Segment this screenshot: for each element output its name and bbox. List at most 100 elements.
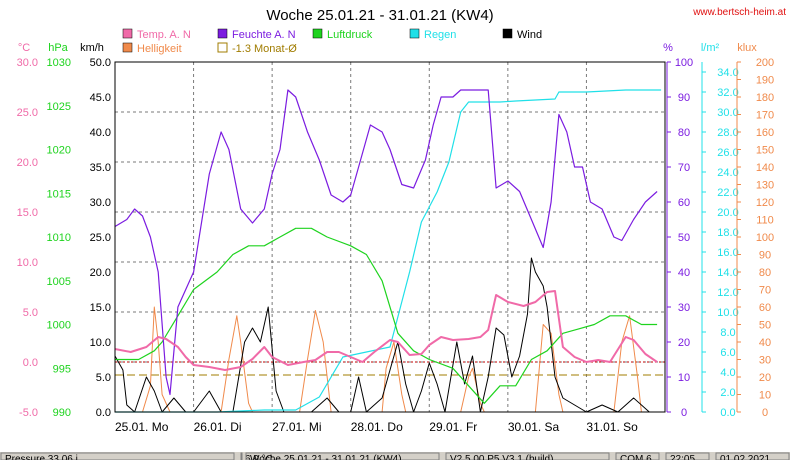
axis-tick-label-pressure: 1015 — [47, 188, 71, 200]
legend-swatch — [217, 28, 228, 39]
legend-swatch — [122, 28, 133, 39]
axis-tick-label-brightness: 170 — [756, 110, 774, 122]
axis-tick-label-humidity: 40 — [678, 267, 690, 279]
status-bar-background — [0, 452, 790, 460]
axis-tick-label-rain: 6.0 — [720, 347, 735, 359]
axis-tick-label-brightness: 50 — [759, 320, 771, 332]
axis-tick-label-pressure: 1030 — [47, 57, 71, 69]
axis-tick-label-rain: 26.0 — [717, 147, 738, 159]
axis-tick-label-temp: 30.0 — [17, 57, 38, 69]
axis-tick-label-brightness: 100 — [756, 232, 774, 244]
axis-title-rain: l/m² — [701, 42, 720, 54]
axis-tick-label-rain: 10.0 — [717, 307, 738, 319]
axis-tick-label-wind: 45.0 — [90, 92, 111, 104]
status-text: Pressure 33.06 i — [5, 454, 78, 460]
axis-tick-label-wind: 50.0 — [90, 57, 111, 69]
axis-tick-label-brightness: 20 — [759, 372, 771, 384]
axis-tick-label-pressure: 1025 — [47, 101, 71, 113]
axis-tick-label-brightness: 200 — [756, 57, 774, 69]
axis-title-humidity: % — [663, 42, 673, 54]
axis-tick-label-pressure: 1005 — [47, 276, 71, 288]
reference-lines — [115, 361, 665, 376]
axis-tick-label-rain: 22.0 — [717, 187, 738, 199]
series-line-pressure — [115, 227, 658, 404]
axis-tick-label-rain: 16.0 — [717, 247, 738, 259]
status-cell — [615, 452, 660, 460]
x-axis-label: 25.01. Mo — [115, 420, 169, 434]
axis-tick-label-wind: 5.0 — [96, 372, 111, 384]
axis-tick-label-wind: 15.0 — [90, 302, 111, 314]
axis-tick-label-humidity: 30 — [678, 302, 690, 314]
x-axis-label: 31.01. So — [586, 420, 638, 434]
legend-label: Temp. A. N — [137, 29, 191, 41]
x-axis-label: 27.01. Mi — [272, 420, 321, 434]
series-line-rain — [115, 89, 662, 413]
status-cell — [245, 452, 440, 460]
axis-tick-label-humidity: 70 — [678, 162, 690, 174]
status-text: COM 6 — [620, 454, 652, 460]
axis-tick-label-brightness: 120 — [756, 197, 774, 209]
axis-tick-label-brightness: 160 — [756, 127, 774, 139]
series-line-temp — [114, 290, 658, 371]
right-axes: 01020304050607080901000.02.04.06.08.010.… — [666, 57, 774, 419]
axis-tick-label-brightness: 150 — [756, 145, 774, 157]
x-axis-label: 26.01. Di — [194, 420, 242, 434]
legend-swatch — [502, 28, 513, 39]
axis-title-temp: °C — [18, 42, 30, 54]
status-text: 22:05 — [670, 454, 695, 460]
chart-title: Woche 25.01.21 - 31.01.21 (KW4) — [266, 7, 493, 24]
axis-tick-label-rain: 20.0 — [717, 207, 738, 219]
axis-tick-label-rain: 4.0 — [720, 367, 735, 379]
axis-tick-label-wind: 20.0 — [90, 267, 111, 279]
axis-tick-label-brightness: 40 — [759, 337, 771, 349]
axis-tick-label-rain: 2.0 — [720, 387, 735, 399]
axis-tick-label-wind: 40.0 — [90, 127, 111, 139]
axis-tick-label-wind: 35.0 — [90, 162, 111, 174]
legend: Temp. A. N Feuchte A. N Luftdruck Regen Wind… — [122, 28, 542, 55]
axis-tick-label-wind: 25.0 — [90, 232, 111, 244]
legend-label: -1.3 Monat-Ø — [232, 43, 297, 55]
axis-tick-label-temp: 10.0 — [17, 257, 38, 269]
axis-tick-label-rain: 30.0 — [717, 107, 738, 119]
axis-tick-label-humidity: 10 — [678, 372, 690, 384]
axis-tick-label-pressure: 1000 — [47, 320, 71, 332]
axis-tick-label-brightness: 180 — [756, 92, 774, 104]
axis-tick-label-temp: 25.0 — [17, 107, 38, 119]
axis-tick-label-rain: 32.0 — [717, 87, 738, 99]
axis-tick-label-humidity: 50 — [678, 232, 690, 244]
axis-tick-label-temp: 20.0 — [17, 157, 38, 169]
axis-tick-label-wind: 10.0 — [90, 337, 111, 349]
series-line-humidity — [114, 89, 658, 396]
axis-tick-label-brightness: 110 — [756, 215, 774, 227]
axis-tick-label-temp: 15.0 — [17, 207, 38, 219]
axis-tick-label-brightness: 90 — [759, 250, 771, 262]
legend-label: Luftdruck — [327, 29, 373, 41]
axis-tick-label-brightness: 140 — [756, 162, 774, 174]
legend-label: Helligkeit — [137, 43, 182, 55]
series-line-wind — [114, 257, 662, 413]
axis-tick-label-brightness: 70 — [759, 285, 771, 297]
left-axes: -5.0 0.0 5.0 10.0 15.0 20.0 25.0 30.0 990 995 1000… — [17, 57, 111, 419]
series-layer — [114, 89, 662, 413]
axis-tick-label-humidity: 100 — [675, 57, 693, 69]
axis-tick-label-brightness: 10 — [759, 390, 771, 402]
legend-label: Feuchte A. N — [232, 29, 296, 41]
axis-tick-label-rain: 14.0 — [717, 267, 738, 279]
axis-tick-label-brightness: 30 — [759, 355, 771, 367]
website-link[interactable]: www.bertsch-heim.at — [692, 7, 786, 18]
axis-tick-label-rain: 8.0 — [720, 327, 735, 339]
axis-tick-label-rain: 28.0 — [717, 127, 738, 139]
axis-tick-label-humidity: 90 — [678, 92, 690, 104]
x-axis-label: 29.01. Fr — [429, 420, 477, 434]
legend-label: Wind — [517, 29, 542, 41]
status-text: 01.02.2021 — [720, 454, 770, 460]
axis-tick-label-pressure: 1010 — [47, 232, 71, 244]
legend-swatch — [312, 28, 323, 39]
legend-swatch — [409, 28, 420, 39]
status-cell — [0, 452, 235, 460]
axis-tick-label-temp: -5.0 — [19, 407, 38, 419]
axis-tick-label-wind: 30.0 — [90, 197, 111, 209]
axis-tick-label-brightness: 190 — [756, 75, 774, 87]
plot-frame — [114, 61, 666, 413]
